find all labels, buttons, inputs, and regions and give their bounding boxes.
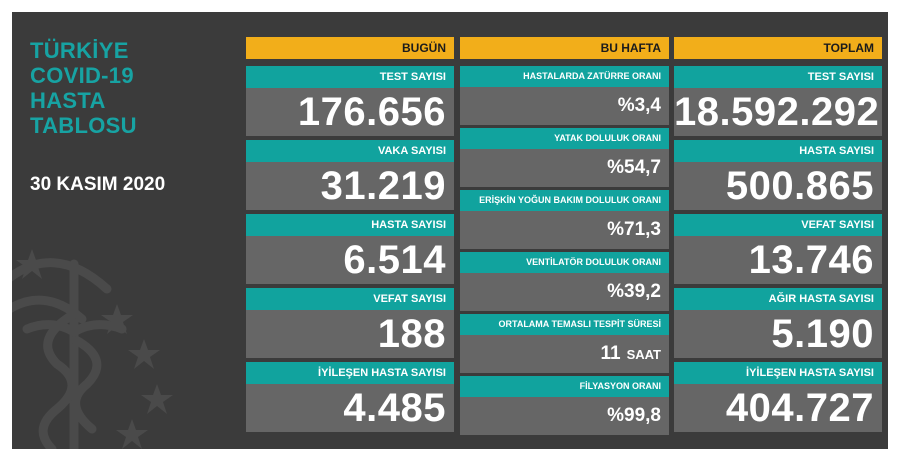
today-recovered-card: İYİLEŞEN HASTA SAYISI 4.485 [246, 362, 454, 432]
today-column: BUGÜN TEST SAYISI 176.656 VAKA SAYISI 31… [246, 37, 454, 432]
total-critical-value: 5.190 [674, 310, 882, 358]
week-bed-label: YATAK DOLULUK ORANI [460, 128, 669, 149]
today-test-value: 176.656 [246, 88, 454, 136]
today-deaths-label: VEFAT SAYISI [246, 288, 454, 310]
total-recovered-value: 404.727 [674, 384, 882, 432]
total-recovered-label: İYİLEŞEN HASTA SAYISI [674, 362, 882, 384]
today-header: BUGÜN [246, 37, 454, 59]
week-filiation-value: %99,8 [460, 397, 669, 435]
total-patients-label: HASTA SAYISI [674, 140, 882, 162]
week-bed-card: YATAK DOLULUK ORANI %54,7 [460, 128, 669, 187]
week-ventilator-value: %39,2 [460, 273, 669, 311]
week-filiation-label: FİLYASYON ORANI [460, 376, 669, 397]
week-icu-label: ERİŞKİN YOĞUN BAKIM DOLULUK ORANI [460, 190, 669, 211]
week-pneumonia-value: %3,4 [460, 87, 669, 125]
total-deaths-value: 13.746 [674, 236, 882, 284]
total-test-value: 18.592.292 [674, 88, 882, 136]
today-patients-label: HASTA SAYISI [246, 214, 454, 236]
total-column: TOPLAM TEST SAYISI 18.592.292 HASTA SAYI… [674, 37, 882, 432]
today-recovered-value: 4.485 [246, 384, 454, 432]
today-deaths-value: 188 [246, 310, 454, 358]
week-contact-value-box: 11 SAAT [460, 335, 669, 373]
week-contact-label: ORTALAMA TEMASLI TESPİT SÜRESİ [460, 314, 669, 335]
today-cases-card: VAKA SAYISI 31.219 [246, 140, 454, 210]
total-header: TOPLAM [674, 37, 882, 59]
week-pneumonia-card: HASTALARDA ZATÜRRE ORANI %3,4 [460, 66, 669, 125]
week-icu-card: ERİŞKİN YOĞUN BAKIM DOLULUK ORANI %71,3 [460, 190, 669, 249]
today-test-label: TEST SAYISI [246, 66, 454, 88]
week-pneumonia-label: HASTALARDA ZATÜRRE ORANI [460, 66, 669, 87]
covid-table-board: TÜRKİYE COVID-19 HASTA TABLOSU 30 KASIM … [12, 12, 888, 449]
today-patients-card: HASTA SAYISI 6.514 [246, 214, 454, 284]
today-deaths-card: VEFAT SAYISI 188 [246, 288, 454, 358]
page-title: TÜRKİYE COVID-19 HASTA TABLOSU [30, 38, 137, 138]
total-patients-value: 500.865 [674, 162, 882, 210]
today-patients-value: 6.514 [246, 236, 454, 284]
today-cases-value: 31.219 [246, 162, 454, 210]
total-critical-card: AĞIR HASTA SAYISI 5.190 [674, 288, 882, 358]
week-contact-value: 11 [600, 343, 621, 364]
week-filiation-card: FİLYASYON ORANI %99,8 [460, 376, 669, 435]
week-contact-card: ORTALAMA TEMASLI TESPİT SÜRESİ 11 SAAT [460, 314, 669, 373]
total-test-card: TEST SAYISI 18.592.292 [674, 66, 882, 136]
report-date: 30 KASIM 2020 [30, 174, 166, 195]
total-patients-card: HASTA SAYISI 500.865 [674, 140, 882, 210]
total-deaths-label: VEFAT SAYISI [674, 214, 882, 236]
week-ventilator-label: VENTİLATÖR DOLULUK ORANI [460, 252, 669, 273]
total-critical-label: AĞIR HASTA SAYISI [674, 288, 882, 310]
total-test-label: TEST SAYISI [674, 66, 882, 88]
week-header: BU HAFTA [460, 37, 669, 59]
today-test-card: TEST SAYISI 176.656 [246, 66, 454, 136]
today-recovered-label: İYİLEŞEN HASTA SAYISI [246, 362, 454, 384]
week-contact-unit: SAAT [626, 347, 661, 362]
today-cases-label: VAKA SAYISI [246, 140, 454, 162]
week-bed-value: %54,7 [460, 149, 669, 187]
week-ventilator-card: VENTİLATÖR DOLULUK ORANI %39,2 [460, 252, 669, 311]
total-recovered-card: İYİLEŞEN HASTA SAYISI 404.727 [674, 362, 882, 432]
week-icu-value: %71,3 [460, 211, 669, 249]
total-deaths-card: VEFAT SAYISI 13.746 [674, 214, 882, 284]
ministry-of-health-emblem-icon [12, 249, 173, 449]
week-column: BU HAFTA HASTALARDA ZATÜRRE ORANI %3,4 Y… [460, 37, 669, 435]
